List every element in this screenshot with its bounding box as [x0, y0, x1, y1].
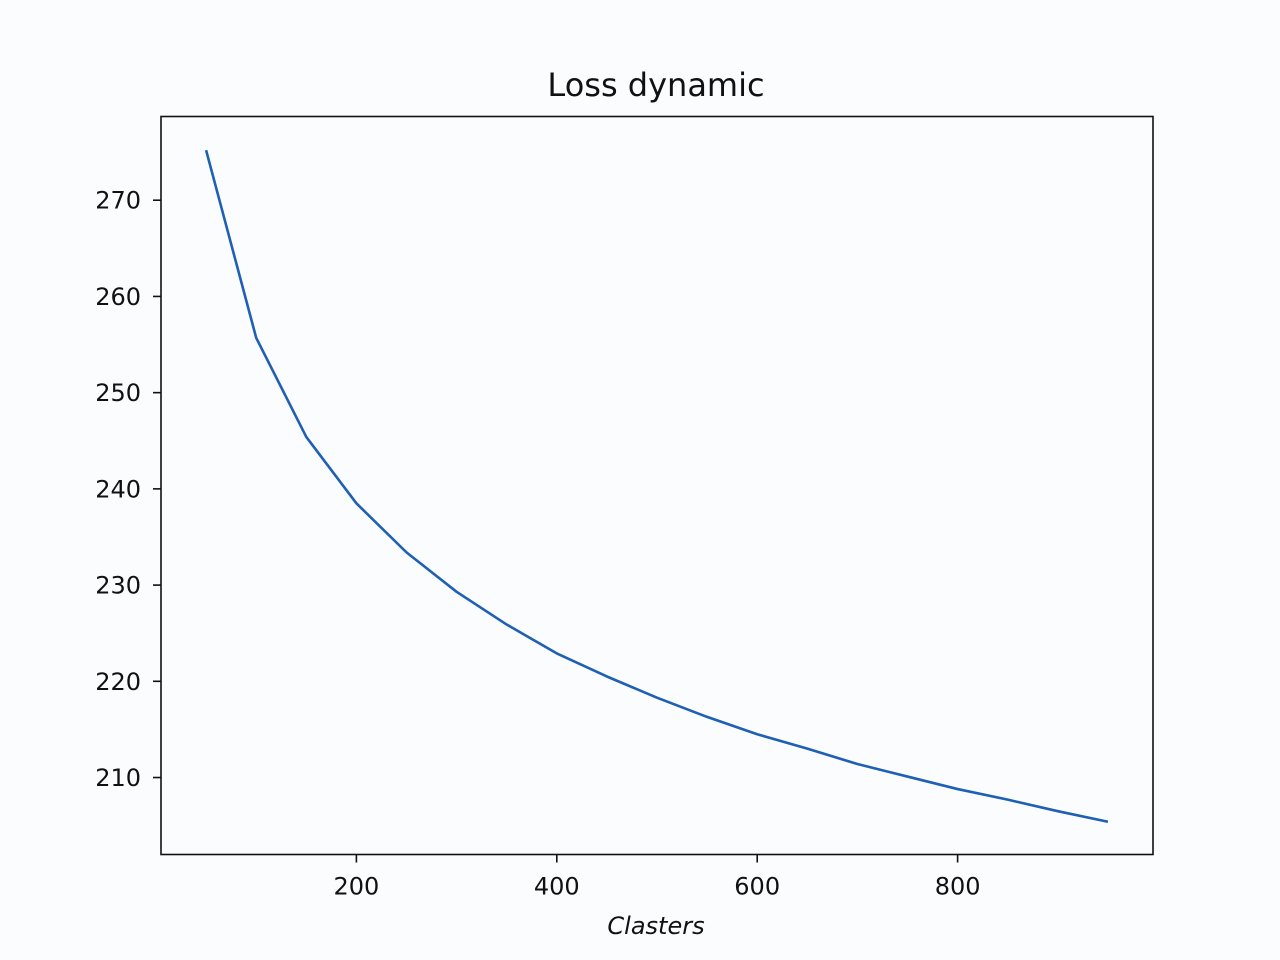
series-layer [204, 149, 1109, 824]
x-tick-label: 200 [333, 873, 379, 901]
plot-area [160, 115, 1154, 856]
y-tick-label: 240 [95, 475, 141, 503]
y-tick-label: 270 [95, 187, 141, 215]
chart-title: Loss dynamic [547, 66, 764, 104]
y-tick-label: 230 [95, 572, 141, 600]
y-tick-label: 260 [95, 283, 141, 311]
x-axis-label: Clasters [607, 912, 704, 940]
x-tick-label: 400 [534, 873, 580, 901]
y-tick-label: 250 [95, 379, 141, 407]
x-tick-label: 800 [935, 873, 981, 901]
x-axis-ticks: 200 400 600 800 [333, 854, 981, 901]
y-tick-label: 220 [95, 668, 141, 696]
y-tick-label: 210 [95, 764, 141, 792]
x-tick-label: 600 [734, 873, 780, 901]
y-axis-ticks: 210 220 230 240 250 260 270 [95, 187, 161, 792]
series-line [204, 149, 1109, 824]
